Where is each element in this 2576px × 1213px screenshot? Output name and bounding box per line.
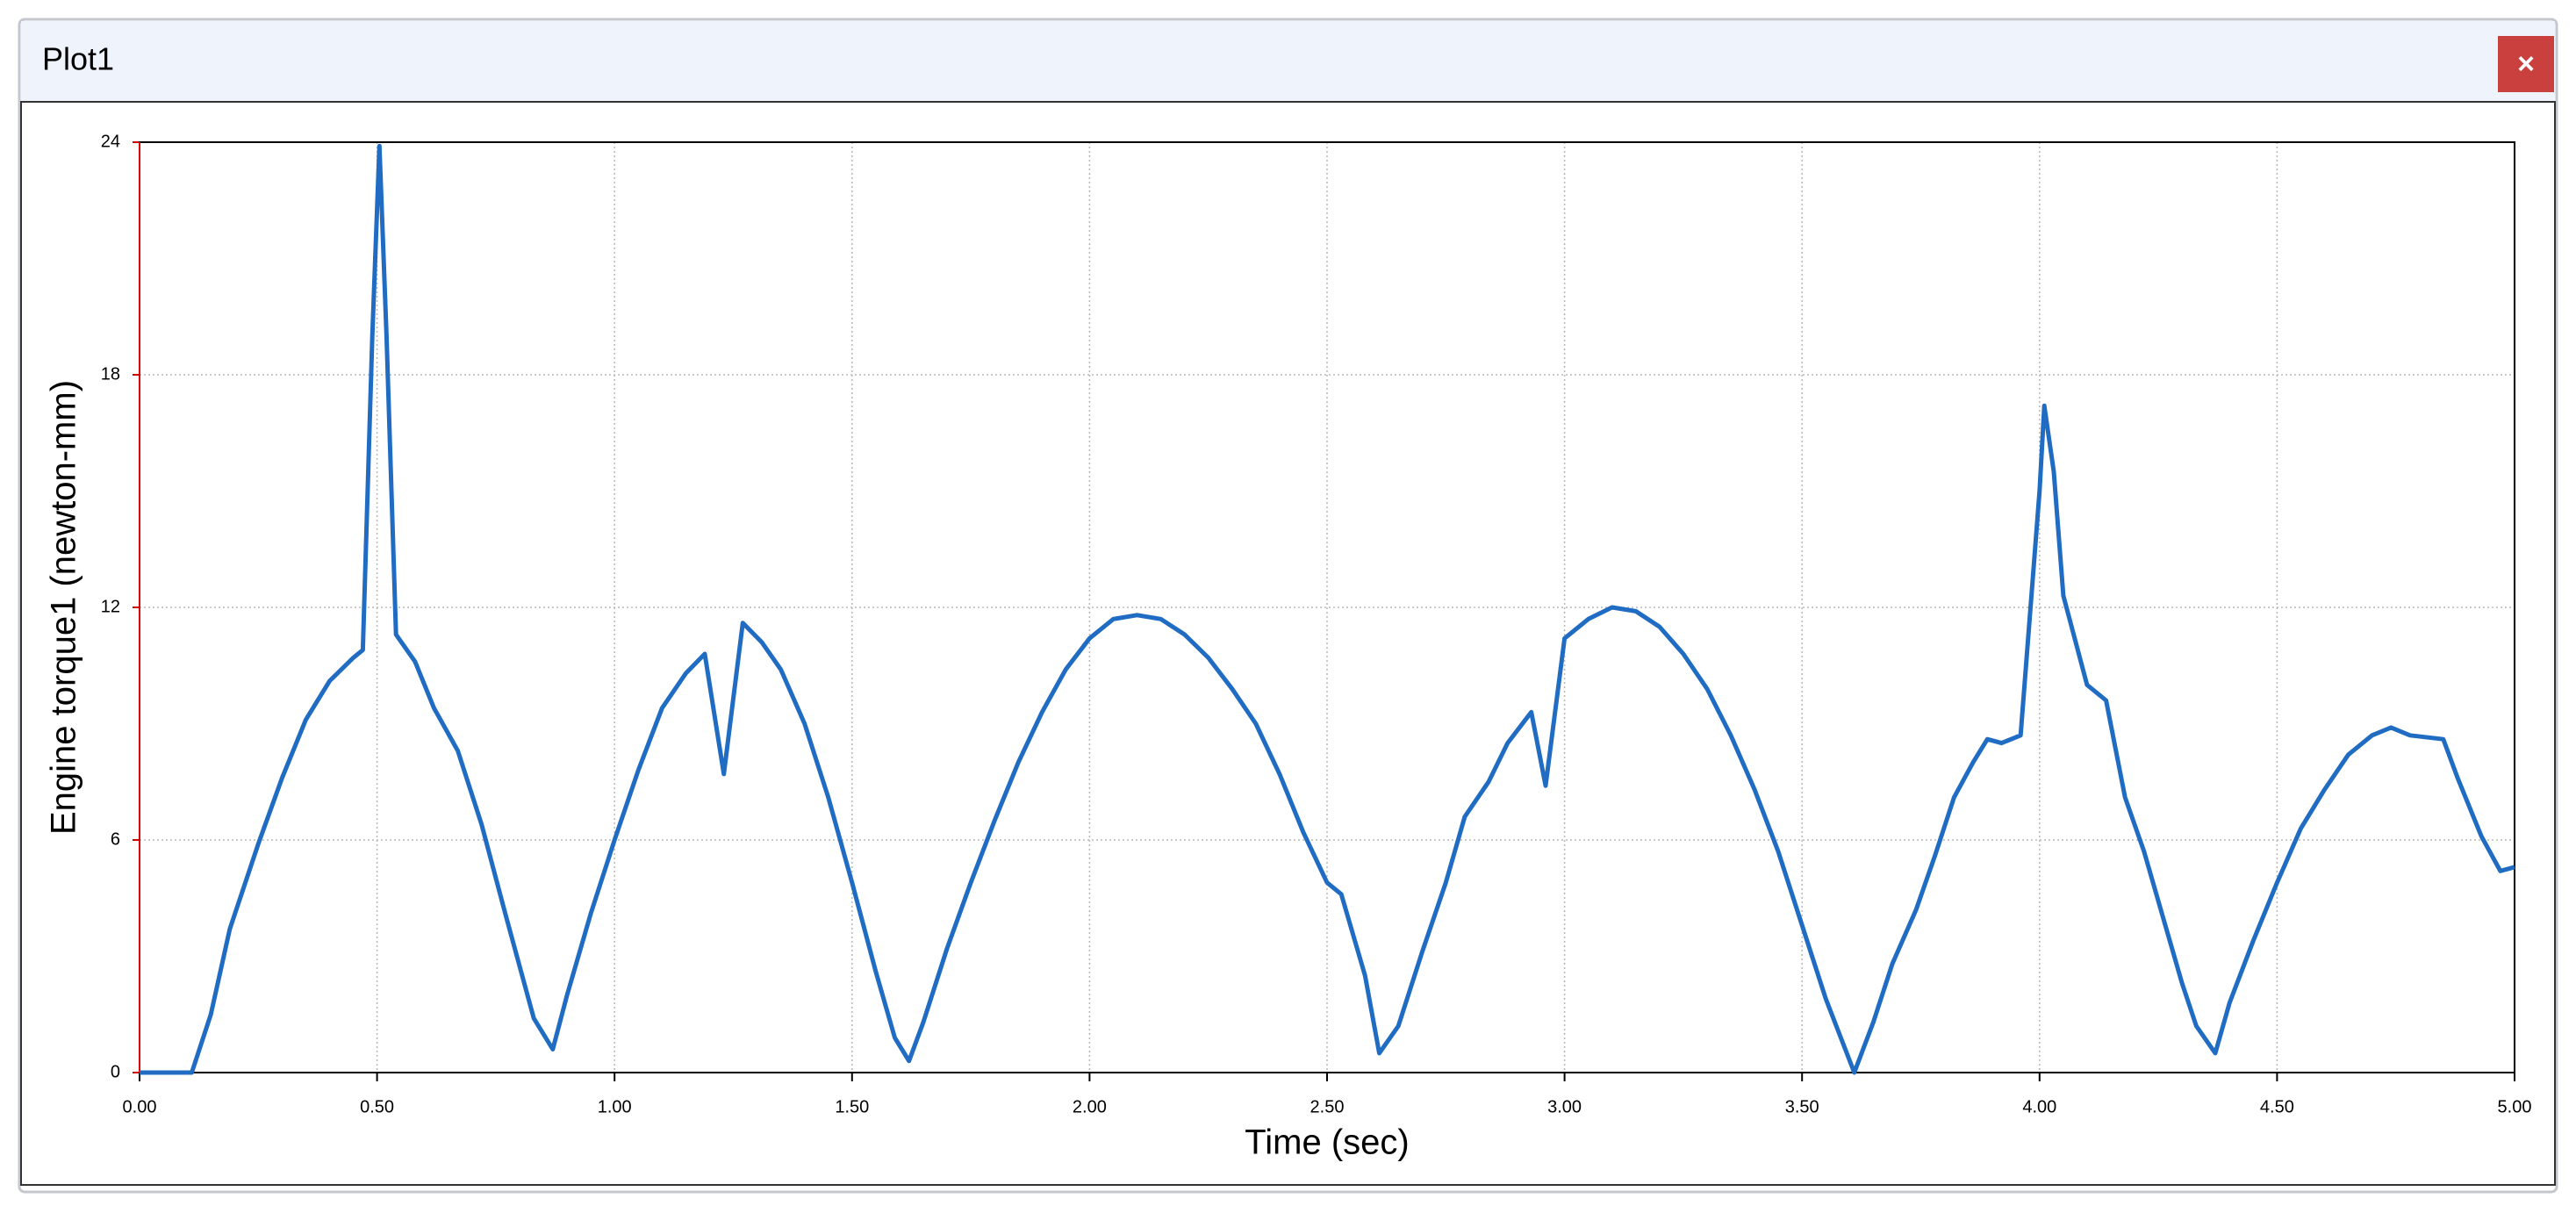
- y-axis-label: Engine torque1 (newton-mm): [45, 380, 83, 835]
- x-tick-label: 4.50: [2260, 1097, 2294, 1116]
- x-axis-label: Time (sec): [1245, 1123, 1409, 1162]
- x-tick-label: 0.50: [360, 1097, 394, 1116]
- x-tick-label: 5.00: [2498, 1097, 2532, 1116]
- x-tick-label: 1.50: [835, 1097, 869, 1116]
- x-tick-label: 4.00: [2022, 1097, 2056, 1116]
- title-bar: [21, 21, 2555, 102]
- y-tick-label: 18: [101, 364, 120, 384]
- x-tick-label: 0.00: [123, 1097, 157, 1116]
- plot: 0 6 12 18 24 0.00 0.50 1.00 1.50 2.00 2.50 3.00 3.50…: [45, 132, 2532, 1161]
- close-icon[interactable]: ×: [2517, 47, 2535, 81]
- x-tick-label: 3.50: [1785, 1097, 1819, 1116]
- x-tick-label: 1.00: [598, 1097, 632, 1116]
- x-tick-label: 3.00: [1547, 1097, 1582, 1116]
- y-tick-label: 12: [101, 597, 120, 616]
- plot-panel: [20, 101, 2556, 1186]
- x-tick-label: 2.00: [1073, 1097, 1107, 1116]
- x-tick-label: 2.50: [1310, 1097, 1345, 1116]
- y-tick-label: 6: [111, 829, 120, 849]
- y-tick-label: 0: [111, 1062, 120, 1081]
- data-line: [140, 143, 2515, 1075]
- window-title: Plot1: [42, 41, 114, 77]
- close-button[interactable]: [2498, 36, 2554, 92]
- y-tick-label: 24: [101, 132, 120, 151]
